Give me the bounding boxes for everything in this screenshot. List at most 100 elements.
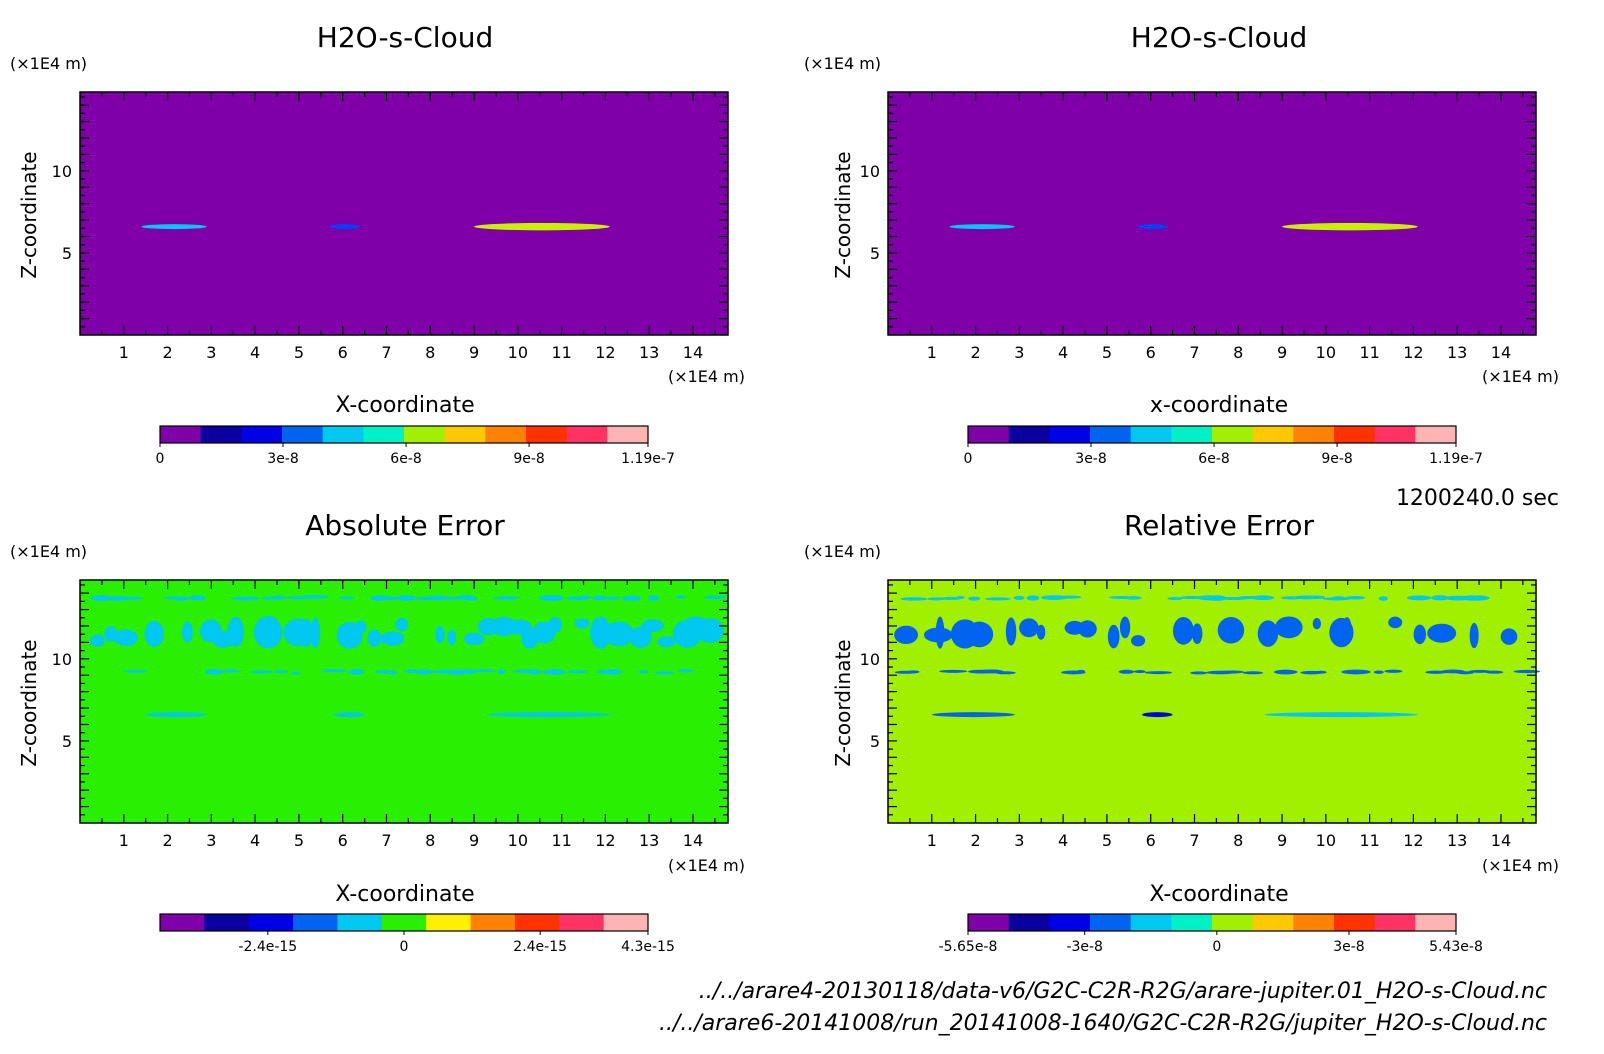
contour-blob: [1191, 623, 1203, 644]
contour-blob: [381, 596, 402, 600]
colorbar-swatch: [363, 426, 405, 443]
colorbar-swatch: [200, 426, 242, 443]
contour-blob: [367, 629, 382, 647]
colorbar-swatch: [1334, 426, 1376, 443]
contour-band-0: [90, 595, 727, 601]
colorbar-swatch: [1090, 914, 1132, 931]
contour-blob: [525, 669, 543, 675]
colorbar-swatch: [160, 914, 205, 931]
contour-blob: [205, 669, 224, 675]
colorbar-frame: [159, 425, 649, 444]
contour-blob: [935, 616, 945, 649]
contour-blob: [1384, 669, 1403, 673]
contour-blob: [118, 596, 145, 600]
colorbar-swatch: [1293, 914, 1335, 931]
x-tick-label: 7: [381, 343, 391, 362]
colorbar-tick-label: 3e-8: [267, 451, 298, 467]
contour-blob: [1378, 596, 1388, 601]
colorbar-swatch: [1090, 426, 1132, 443]
x-tick-label: 4: [1058, 831, 1068, 850]
colorbar: -2.4e-15 0 2.4e-15 4.3e-15: [159, 913, 675, 955]
colorbar-tick-label: 0: [1212, 939, 1221, 955]
x-tick-label: 8: [1233, 343, 1243, 362]
contour-feature-3: [145, 712, 207, 718]
contour-band-1: [894, 616, 1518, 649]
x-tick-label: 2: [970, 343, 980, 362]
x-tick-label: 14: [683, 831, 703, 850]
contour-blob: [89, 634, 105, 647]
colorbar-swatch: [526, 426, 568, 443]
contour-blob: [1107, 624, 1120, 649]
contour-blob: [641, 619, 664, 632]
contour-blob: [1167, 597, 1183, 601]
contour-blob: [181, 621, 193, 643]
colorbar-swatch: [404, 426, 446, 443]
contour-blob: [1500, 628, 1518, 645]
contour-blob: [590, 616, 611, 649]
x-tick-label: 10: [1316, 343, 1336, 362]
x-tick-label: 12: [1403, 343, 1423, 362]
contour-blob: [1460, 595, 1490, 601]
contour-blob: [1331, 596, 1346, 601]
contour-blob: [621, 595, 642, 601]
colorbar-frame: [967, 913, 1457, 932]
plot-frame: [887, 91, 1537, 336]
colorbar-swatch: [1008, 426, 1050, 443]
x-tick-label: 2: [162, 831, 172, 850]
contour-blob: [1019, 618, 1039, 638]
contour-blob: [1413, 624, 1427, 645]
contour-blob: [144, 620, 164, 647]
colorbar-swatch: [204, 914, 250, 931]
timestamp-label: 1200240.0 sec: [1396, 486, 1559, 511]
contour-band-2: [894, 669, 1541, 675]
colorbar-tick-label: 2.4e-15: [513, 939, 567, 955]
colorbar-swatch: [241, 426, 283, 443]
contour-blob: [1484, 670, 1504, 674]
colorbar-swatch: [1008, 914, 1050, 931]
contour-feature-0: [141, 224, 207, 230]
colorbar-tick-label: 1.19e-7: [621, 451, 675, 467]
colorbar-swatch: [444, 426, 486, 443]
contour-blob: [298, 619, 314, 647]
colorbar-tick-label: 6e-8: [390, 451, 421, 467]
colorbar-swatch: [426, 914, 472, 931]
x-tick-label: 1: [927, 343, 937, 362]
contour-blob: [464, 596, 479, 601]
colorbar-swatch: [1374, 914, 1416, 931]
contour-blob: [1469, 622, 1479, 649]
contour-blob: [1314, 670, 1327, 674]
colorbar-tick-label: -3e-8: [1066, 939, 1103, 955]
colorbar-swatch: [337, 914, 383, 931]
contour-blob: [907, 670, 920, 674]
x-tick-label: 2: [162, 343, 172, 362]
contour-blob: [1456, 671, 1474, 675]
colorbar-swatch: [566, 426, 608, 443]
contour-blob: [697, 618, 724, 644]
x-tick-label: 10: [508, 343, 528, 362]
x-tick-label: 14: [1491, 343, 1511, 362]
x-tick-label: 8: [425, 831, 435, 850]
colorbar-swatch: [607, 426, 649, 443]
contour-blob: [1427, 623, 1457, 643]
x-tick-label: 12: [1403, 831, 1423, 850]
x-tick-label: 11: [551, 343, 571, 362]
x-tick-label: 6: [1146, 831, 1156, 850]
y-tick-label: 5: [870, 732, 880, 751]
contour-blob: [1190, 671, 1208, 675]
contour-blob: [227, 616, 245, 648]
contour-blob: [435, 625, 445, 644]
y-tick-label: 10: [860, 162, 880, 181]
colorbar-swatch: [559, 914, 605, 931]
contour-blob: [605, 596, 621, 600]
contour-feature-4: [333, 712, 365, 718]
y-tick-label: 10: [52, 650, 72, 669]
x-tick-label: 8: [425, 343, 435, 362]
colorbar-swatch: [160, 426, 202, 443]
colorbar-swatch: [1130, 426, 1172, 443]
colorbar-swatch: [1252, 914, 1294, 931]
contour-blob: [1218, 670, 1245, 674]
colorbar-tick-label: 9e-8: [1321, 451, 1352, 467]
